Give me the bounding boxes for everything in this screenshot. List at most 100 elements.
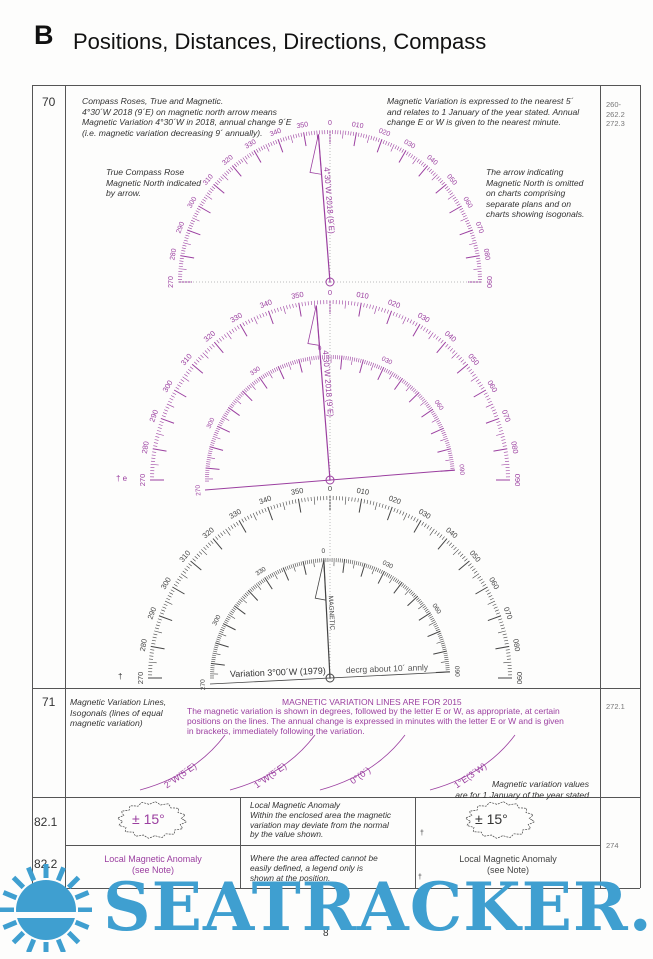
compass-tick [178, 268, 187, 270]
compass-tick [495, 645, 510, 650]
compass-tick [205, 467, 220, 470]
compass-degree-label: 030 [416, 311, 431, 325]
compass-tick [456, 363, 469, 374]
compass-tick [229, 405, 233, 409]
compass-tick [387, 141, 390, 146]
compass-tick [224, 619, 229, 623]
compass-tick [460, 210, 465, 213]
compass-rose-note: Compass Roses, True and Magnetic. 4°30´W … [82, 96, 292, 138]
compass-tick [475, 252, 480, 255]
compass-tick [199, 203, 204, 207]
compass-tick [151, 454, 156, 456]
compass-tick [377, 570, 385, 584]
compass-tick [192, 217, 200, 222]
compass-tick [226, 170, 230, 174]
compass-tick [224, 412, 229, 416]
compass-tick [378, 569, 381, 573]
compass-tick [467, 224, 472, 227]
compass-degree-label: 330 [254, 566, 267, 578]
compass-tick [357, 132, 360, 137]
compass-degree-label: 040 [444, 525, 459, 540]
compass-tick [265, 144, 270, 152]
compass-tick [413, 594, 417, 598]
compass-tick [456, 354, 460, 358]
compass-tick [498, 427, 503, 429]
compass-tick [201, 549, 208, 556]
compass-tick [347, 559, 350, 564]
compass-tick [493, 448, 508, 452]
compass-tick [166, 403, 175, 408]
compass-tick [480, 387, 485, 390]
compass-tick [418, 165, 429, 177]
compass-tick [476, 260, 481, 262]
compass-tick [180, 379, 185, 382]
compass-degree-label: 090 [453, 666, 461, 678]
compass-tick [441, 182, 445, 186]
compass-tick [471, 237, 476, 240]
compass-tick [430, 617, 435, 621]
compass-tick [396, 579, 400, 584]
compass-tick [298, 562, 301, 567]
row-divider [32, 797, 640, 798]
sun-ray [2, 919, 18, 930]
compass-tick [375, 567, 378, 572]
compass-tick [447, 346, 451, 350]
compass-tick [244, 155, 248, 160]
compass-tick [296, 562, 299, 567]
compass-tick [429, 528, 435, 536]
compass-tick [279, 365, 283, 370]
compass-tick [393, 507, 396, 512]
compass-tick [427, 630, 441, 638]
compass-tick [370, 362, 375, 371]
compass-tick [439, 534, 443, 538]
compass-tick [419, 395, 423, 399]
compass-tick [449, 461, 454, 463]
compass-tick [443, 652, 448, 655]
compass-degree-label: 0 [328, 120, 332, 127]
compass-tick [406, 383, 410, 387]
compass-tick [431, 174, 438, 181]
compass-tick [451, 544, 455, 549]
compass-tick [283, 363, 286, 368]
compass-tick [465, 219, 469, 223]
compass-tick [279, 569, 282, 573]
compass-tick [302, 357, 305, 362]
compass-tick [223, 621, 228, 624]
compass-tick [446, 540, 450, 544]
compass-tick [437, 422, 442, 425]
compass-tick [154, 439, 159, 441]
compass-tick [200, 201, 205, 204]
compass-tick [358, 498, 363, 513]
compass-degree-label: 080 [509, 440, 520, 454]
compass-tick [448, 454, 453, 457]
compass-tick [179, 257, 184, 260]
compass-degree-label: 280 [138, 638, 149, 652]
compass-degree-label: 330 [249, 365, 262, 377]
compass-tick [181, 247, 186, 249]
compass-tick [439, 425, 443, 429]
compass-tick [487, 615, 502, 622]
compass-tick [498, 618, 503, 621]
compass-tick [444, 658, 449, 661]
compass-tick [184, 373, 188, 377]
compass-tick [414, 390, 418, 394]
compass-tick [277, 366, 285, 380]
compass-tick [202, 198, 207, 202]
dagger-mark: † e [116, 474, 128, 483]
compass-tick [431, 619, 436, 623]
compass-tick [223, 334, 227, 338]
compass-tick [242, 157, 248, 165]
compass-tick [420, 162, 424, 166]
compass-tick [440, 339, 444, 344]
compass-tick [364, 360, 366, 365]
compass-tick [268, 371, 273, 379]
compass-tick [418, 600, 423, 604]
compass-tick [371, 565, 374, 570]
compass-tick [302, 560, 307, 575]
compass-degree-label: 030 [403, 139, 417, 151]
compass-tick [290, 135, 294, 143]
compass-tick [222, 174, 229, 181]
number-column-divider [65, 85, 66, 888]
compass-tick [426, 525, 430, 529]
compass-tick [266, 372, 269, 376]
